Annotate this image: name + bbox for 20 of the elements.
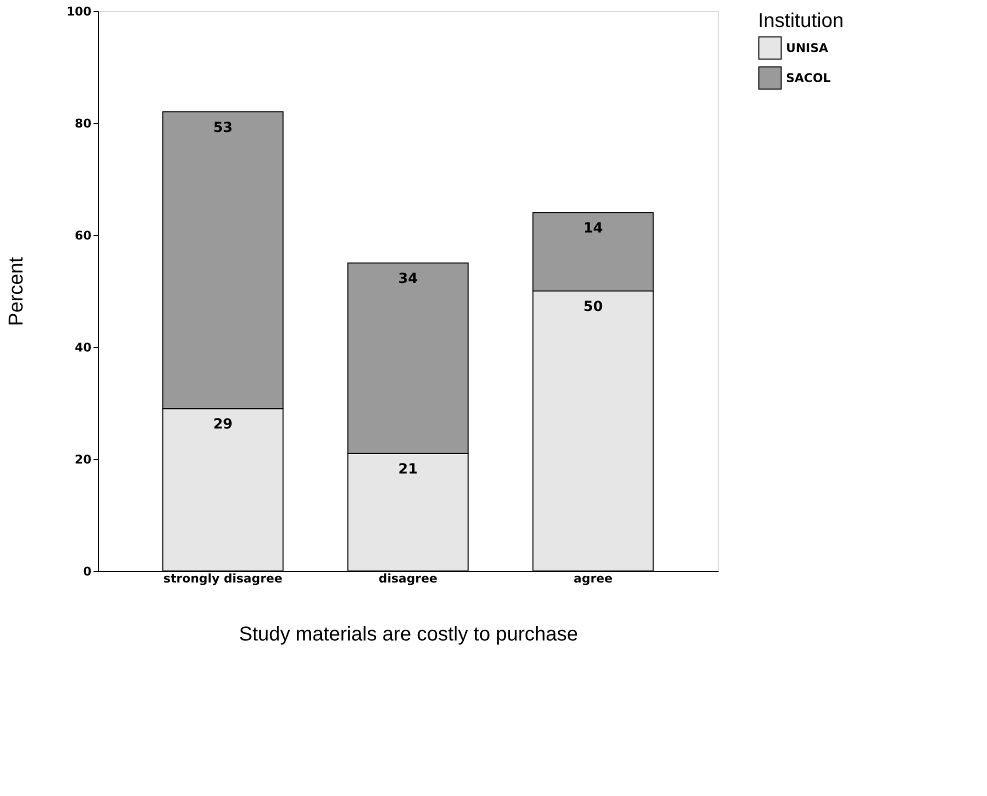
- legend-title: Institution: [758, 10, 844, 32]
- y-tick-label: 60: [74, 228, 92, 242]
- data-label: 14: [583, 220, 604, 237]
- data-label: 34: [398, 271, 418, 287]
- data-label: 29: [213, 416, 233, 433]
- x-tick-label: strongly disagree: [163, 572, 282, 586]
- y-tick-label: 0: [83, 564, 92, 578]
- data-label: 50: [583, 299, 604, 315]
- legend-label: SACOL: [786, 71, 831, 85]
- data-label: 21: [398, 461, 418, 478]
- x-axis-title: Study materials are costly to purchase: [238, 624, 578, 646]
- y-tick-label: 100: [66, 4, 92, 18]
- y-tick-label: 20: [74, 452, 92, 466]
- y-tick-label: 80: [74, 116, 92, 130]
- y-axis-title: Percent: [5, 256, 28, 326]
- y-tick-label: 40: [74, 340, 92, 354]
- legend-label: UNISA: [786, 41, 829, 55]
- x-tick-label: agree: [574, 572, 613, 586]
- x-tick-label: disagree: [378, 572, 438, 586]
- data-label: 53: [213, 120, 233, 136]
